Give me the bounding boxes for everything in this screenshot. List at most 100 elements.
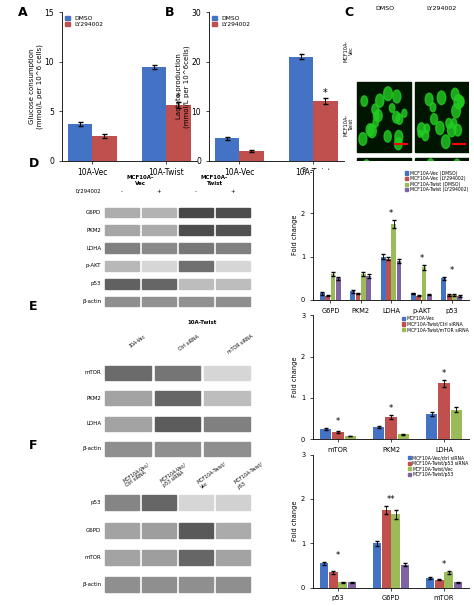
Ellipse shape (450, 185, 455, 193)
Bar (348, 582, 356, 588)
Text: LDHA: LDHA (86, 245, 101, 250)
Ellipse shape (389, 104, 395, 113)
Text: MCF10A-
Vec: MCF10A- Vec (127, 175, 154, 185)
Bar (142, 208, 176, 218)
Bar (105, 296, 139, 307)
Text: β-actin: β-actin (82, 447, 101, 451)
Bar (381, 256, 385, 300)
Bar (421, 267, 427, 300)
Text: *: * (419, 255, 424, 264)
Bar (366, 276, 371, 300)
Text: β-actin: β-actin (82, 299, 101, 304)
Bar (105, 578, 139, 592)
Bar (444, 572, 453, 588)
Bar (179, 279, 213, 288)
Bar (92, 136, 117, 161)
Text: PKM2: PKM2 (86, 228, 101, 233)
Ellipse shape (393, 90, 401, 103)
Text: MCF10A-
Vec: MCF10A- Vec (343, 40, 354, 62)
Bar (142, 243, 176, 253)
Ellipse shape (400, 176, 406, 185)
Bar (155, 391, 200, 405)
Bar (451, 410, 462, 439)
Ellipse shape (361, 214, 370, 227)
Bar (345, 436, 356, 439)
Y-axis label: Fold change: Fold change (292, 357, 298, 398)
Text: *: * (389, 404, 393, 413)
Text: MCF10A-Twist/
p53: MCF10A-Twist/ p53 (233, 461, 267, 490)
Ellipse shape (372, 193, 380, 207)
Bar (204, 416, 250, 430)
Bar (179, 550, 213, 565)
Ellipse shape (426, 213, 434, 227)
Bar (142, 296, 176, 307)
Text: p53: p53 (91, 281, 101, 286)
Bar (361, 274, 366, 300)
Legend: MCF10A-Vec/ctrl siRNA, MCF10A-Twist/p53 siRNA, MCF10A-Twist/Vec, MCF10A-Twist/p5: MCF10A-Vec/ctrl siRNA, MCF10A-Twist/p53 … (407, 455, 469, 478)
Bar (392, 514, 400, 588)
Bar (325, 296, 330, 300)
Bar (155, 416, 200, 430)
Ellipse shape (361, 96, 367, 106)
Ellipse shape (385, 192, 392, 203)
Text: G6PD: G6PD (86, 528, 101, 533)
Ellipse shape (400, 174, 407, 184)
Bar (105, 391, 151, 405)
Ellipse shape (402, 109, 407, 117)
Ellipse shape (372, 104, 379, 115)
Bar (329, 572, 338, 588)
Ellipse shape (359, 133, 367, 145)
Ellipse shape (431, 173, 436, 181)
Text: LY294002: LY294002 (427, 5, 457, 11)
Text: *: * (389, 209, 393, 218)
Ellipse shape (377, 168, 384, 181)
Ellipse shape (392, 112, 400, 123)
Ellipse shape (396, 192, 405, 207)
Bar (385, 416, 397, 439)
Ellipse shape (437, 91, 446, 105)
Bar (216, 522, 250, 538)
Bar (216, 261, 250, 271)
Bar (350, 291, 355, 300)
Ellipse shape (436, 121, 444, 135)
Bar (411, 293, 416, 300)
Ellipse shape (425, 93, 433, 105)
Text: F: F (29, 439, 38, 451)
Bar (401, 565, 409, 588)
Bar (356, 82, 411, 152)
Bar (452, 295, 457, 300)
Ellipse shape (437, 169, 442, 176)
Bar (427, 295, 432, 300)
Bar (216, 279, 250, 288)
Bar (142, 67, 166, 161)
Text: MCF10A-Vec/
p53 siRNA: MCF10A-Vec/ p53 siRNA (159, 461, 191, 488)
Bar (179, 578, 213, 592)
Text: LY294002: LY294002 (75, 189, 101, 195)
Bar (320, 293, 325, 300)
Text: Ctrl siRNA: Ctrl siRNA (177, 334, 200, 351)
Ellipse shape (394, 138, 402, 150)
Text: *: * (450, 266, 454, 275)
Bar (356, 158, 411, 227)
Bar (454, 582, 462, 588)
Ellipse shape (441, 135, 450, 148)
Bar (105, 225, 139, 235)
Bar (447, 295, 452, 300)
Bar (216, 225, 250, 235)
Text: mTOR siRNA: mTOR siRNA (227, 334, 254, 355)
Ellipse shape (418, 175, 426, 187)
Bar (105, 442, 151, 456)
Ellipse shape (430, 103, 436, 112)
Text: LDHA: LDHA (86, 421, 101, 426)
Text: C: C (344, 6, 353, 19)
Text: A: A (18, 6, 28, 19)
Text: G6PD: G6PD (86, 210, 101, 215)
Bar (373, 427, 384, 439)
Text: D: D (29, 157, 39, 170)
Bar (105, 208, 139, 218)
Bar (179, 495, 213, 510)
Legend: DMSO, LY294002: DMSO, LY294002 (211, 15, 251, 27)
Ellipse shape (422, 130, 428, 141)
Text: -: - (121, 189, 123, 195)
Ellipse shape (367, 173, 375, 186)
